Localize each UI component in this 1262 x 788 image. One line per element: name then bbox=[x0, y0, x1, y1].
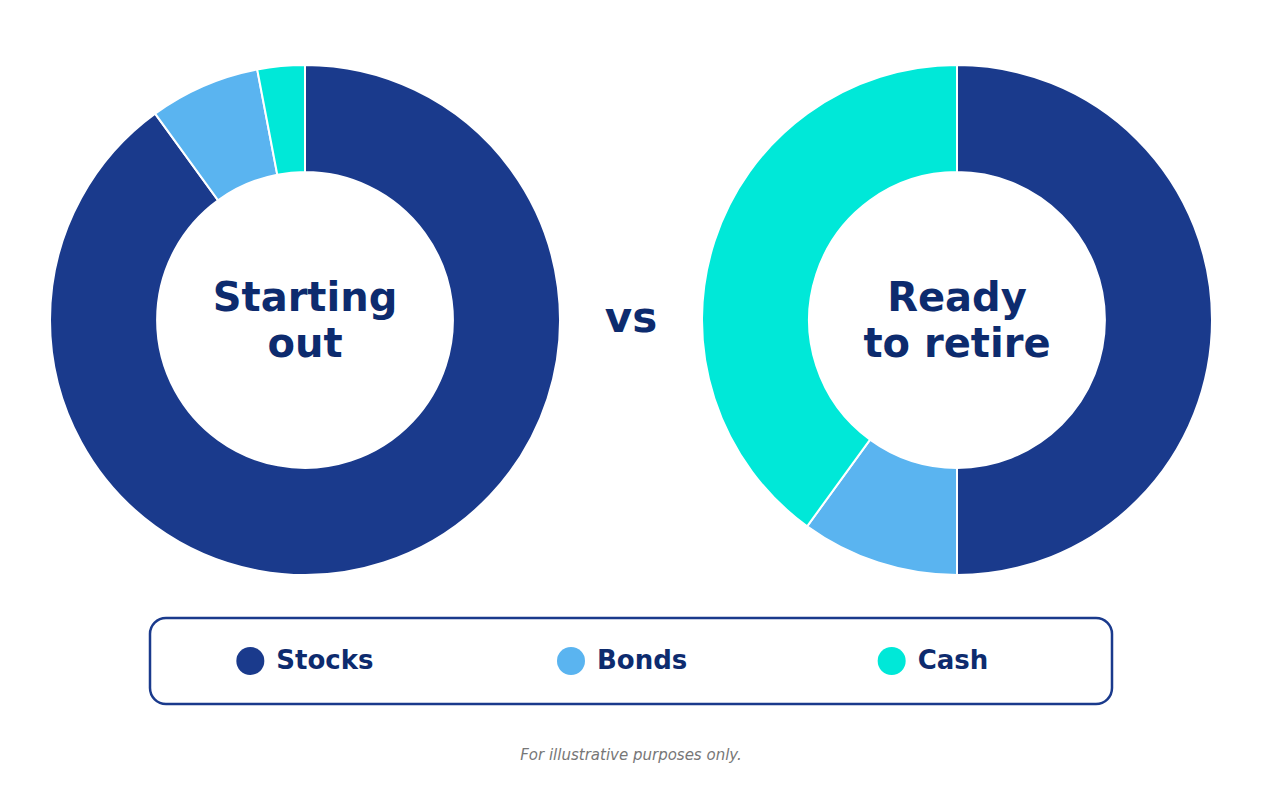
vs-label: vs bbox=[605, 293, 657, 342]
legend-swatch bbox=[878, 647, 906, 675]
donut-chart: Readyto retire bbox=[702, 65, 1212, 575]
donut-slice bbox=[257, 65, 305, 175]
donut-chart: Startingout bbox=[50, 65, 560, 575]
chart-canvas: Startingout Readyto retire vs Stocks Bonds Ca… bbox=[0, 0, 1262, 788]
center-label: Startingout bbox=[213, 274, 398, 366]
legend-swatch bbox=[236, 647, 264, 675]
legend-box bbox=[150, 618, 1112, 704]
legend-label: Cash bbox=[918, 645, 989, 675]
legend: Stocks Bonds Cash bbox=[150, 618, 1112, 704]
center-label: Readyto retire bbox=[863, 274, 1050, 366]
footer-note: For illustrative purposes only. bbox=[520, 746, 742, 764]
legend-swatch bbox=[557, 647, 585, 675]
legend-label: Bonds bbox=[597, 645, 687, 675]
donut-slice bbox=[50, 65, 560, 575]
donut-slice bbox=[155, 70, 277, 201]
legend-label: Stocks bbox=[276, 645, 373, 675]
